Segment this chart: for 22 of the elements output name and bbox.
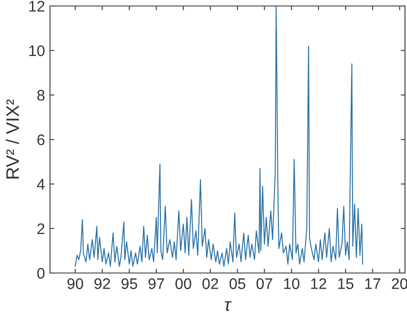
y-axis-title: RV² / VIX² bbox=[6, 99, 20, 178]
y-tick-label: 12 bbox=[29, 0, 44, 12]
x-tick-label: 97 bbox=[148, 278, 164, 290]
x-tick-label: 00 bbox=[175, 278, 192, 290]
y-tick-label: 10 bbox=[29, 45, 45, 56]
x-tick-label: 10 bbox=[284, 278, 300, 290]
y-tick-label: 8 bbox=[37, 90, 44, 101]
line-series bbox=[74, 6, 364, 267]
x-axis-title: τ bbox=[224, 301, 232, 311]
x-tick-label: 17 bbox=[365, 278, 380, 289]
x-tick-label: 92 bbox=[94, 278, 110, 290]
x-tick-label: 02 bbox=[202, 278, 218, 290]
x-tick-label: 07 bbox=[256, 278, 272, 290]
y-tick-label: 6 bbox=[37, 134, 44, 146]
y-tick-label: 0 bbox=[37, 268, 45, 279]
x-tick-label: 05 bbox=[230, 278, 246, 290]
x-tick-label: 15 bbox=[338, 278, 354, 290]
y-tick-label: 2 bbox=[37, 223, 44, 234]
x-tick-label: 95 bbox=[122, 278, 138, 290]
x-tick-label: 12 bbox=[311, 278, 326, 289]
x-tick-label: 90 bbox=[67, 278, 84, 290]
y-tick-label: 4 bbox=[36, 179, 45, 190]
